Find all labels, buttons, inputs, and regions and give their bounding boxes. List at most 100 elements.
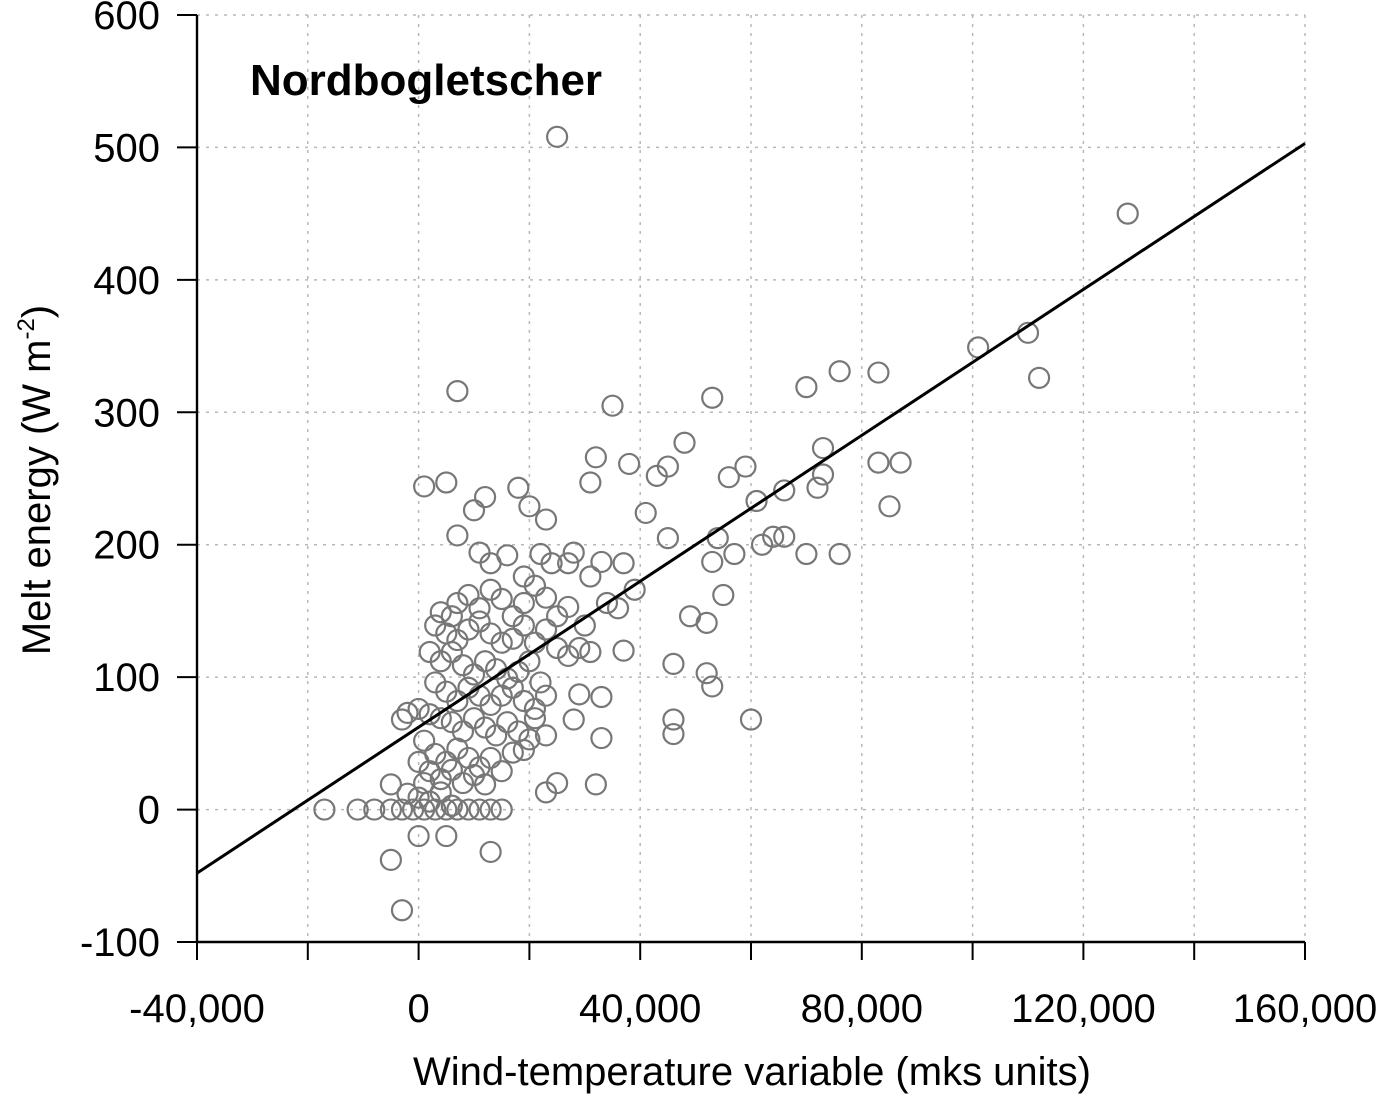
data-point — [429, 601, 452, 624]
data-point — [523, 697, 547, 721]
data-point — [828, 360, 851, 383]
y-tick-label: 300 — [93, 391, 160, 435]
data-point — [512, 689, 535, 713]
data-point — [473, 773, 497, 796]
data-point — [390, 899, 414, 922]
data-point — [313, 798, 336, 821]
data-point — [811, 436, 835, 460]
data-point — [662, 722, 685, 746]
data-point — [479, 840, 502, 864]
data-point — [446, 524, 469, 547]
data-point — [473, 650, 497, 673]
data-point — [435, 471, 458, 494]
data-point — [656, 455, 680, 478]
data-point — [451, 771, 475, 795]
y-tick-label: -100 — [80, 921, 160, 965]
y-tick-label: 500 — [93, 126, 160, 170]
data-point — [479, 746, 502, 770]
data-point — [446, 798, 469, 821]
data-point — [795, 376, 818, 399]
data-point — [773, 525, 796, 548]
data-point — [390, 798, 414, 821]
data-point — [656, 526, 680, 550]
data-point — [413, 729, 436, 752]
data-point — [407, 824, 430, 848]
data-point — [518, 728, 541, 751]
data-point — [595, 591, 619, 615]
data-points — [313, 125, 1139, 922]
data-point — [396, 782, 419, 805]
data-point — [590, 726, 613, 750]
data-point — [501, 741, 524, 764]
data-point — [739, 708, 763, 731]
y-tick-label: 600 — [93, 0, 160, 38]
x-tick-label: -40,000 — [129, 987, 265, 1031]
data-point — [490, 760, 513, 783]
data-point — [529, 671, 552, 694]
data-point — [545, 636, 569, 660]
data-point — [828, 542, 851, 566]
y-axis-title-main: Melt energy (W m — [15, 340, 59, 656]
x-tick-label: 160,000 — [1233, 987, 1378, 1031]
data-point — [523, 574, 547, 597]
data-point — [496, 544, 519, 567]
data-point — [512, 738, 535, 762]
data-point — [473, 485, 497, 509]
axes — [195, 15, 1305, 944]
data-point — [878, 495, 901, 518]
data-point — [750, 533, 774, 556]
data-point — [701, 675, 724, 698]
data-point — [773, 479, 796, 502]
data-point — [695, 662, 718, 685]
data-point — [1027, 366, 1051, 389]
y-axis-title-sup: -2 — [13, 318, 40, 339]
data-point — [440, 794, 463, 817]
data-point — [618, 452, 641, 476]
data-point — [512, 591, 535, 615]
data-point — [579, 471, 602, 494]
data-point — [557, 644, 580, 668]
data-point — [418, 760, 441, 783]
data-point — [457, 583, 480, 607]
data-point — [363, 798, 386, 821]
y-tick-label: 200 — [93, 524, 160, 568]
data-point — [701, 386, 724, 409]
data-point — [507, 476, 530, 499]
y-tick-label: 100 — [93, 656, 160, 700]
y-axis-title: Melt energy (W m-2) — [13, 305, 59, 655]
data-point — [701, 550, 724, 574]
data-point — [562, 541, 585, 564]
data-point — [440, 640, 463, 664]
data-point — [479, 798, 502, 821]
data-point — [346, 798, 369, 821]
data-point — [534, 586, 558, 609]
data-point — [867, 361, 890, 384]
data-point — [584, 773, 607, 796]
y-tick-label: 0 — [138, 789, 160, 833]
data-point — [662, 652, 685, 676]
data-point — [407, 786, 430, 809]
data-point — [745, 489, 768, 513]
grid — [197, 14, 1306, 942]
data-point — [435, 824, 458, 848]
tick-labels: -40,000 0 40,000 80,000 120,000 160,000 -100 0 1… — [80, 0, 1377, 1031]
data-point — [673, 431, 696, 454]
data-point — [379, 798, 402, 821]
data-point — [413, 771, 436, 795]
data-point — [407, 697, 430, 721]
data-point — [413, 475, 436, 498]
data-point — [889, 451, 912, 474]
data-point — [545, 605, 569, 628]
data-point — [468, 597, 491, 620]
x-tick-label: 80,000 — [801, 987, 923, 1031]
data-point — [568, 636, 591, 660]
data-point — [584, 446, 607, 469]
data-point — [867, 451, 890, 474]
data-point — [462, 499, 486, 522]
data-point — [534, 781, 558, 804]
data-point — [446, 689, 469, 713]
data-point — [485, 724, 508, 747]
data-point — [606, 597, 630, 620]
x-axis-title: Wind-temperature variable (mks units) — [413, 1050, 1091, 1094]
